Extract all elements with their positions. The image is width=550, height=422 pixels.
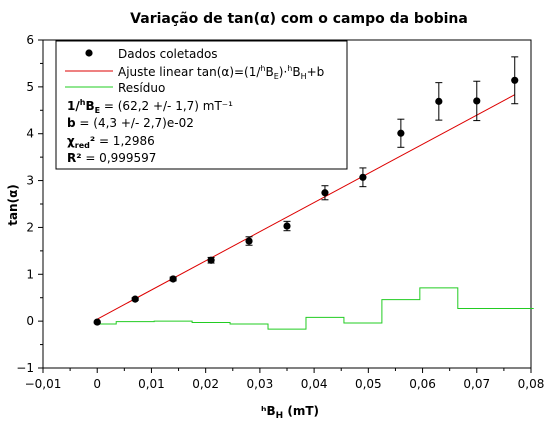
legend: Dados coletados Ajuste linear tan(α)=(1/… bbox=[56, 41, 347, 169]
x-tick-label: 0,02 bbox=[192, 377, 219, 391]
data-point bbox=[170, 275, 177, 282]
residual-series bbox=[97, 288, 533, 329]
data-point bbox=[321, 189, 328, 196]
legend-label-points: Dados coletados bbox=[118, 47, 218, 61]
y-tick-label: 4 bbox=[26, 127, 34, 141]
x-tick-label: 0,03 bbox=[247, 377, 274, 391]
x-tick-label: 0,08 bbox=[518, 377, 545, 391]
y-tick-label: 0 bbox=[26, 314, 34, 328]
x-tick-label: 0 bbox=[93, 377, 101, 391]
y-tick-label: 1 bbox=[26, 267, 34, 281]
data-point bbox=[94, 318, 101, 325]
data-point bbox=[511, 77, 518, 84]
data-point bbox=[207, 257, 214, 264]
x-tick-label: 0,05 bbox=[355, 377, 382, 391]
data-point bbox=[473, 97, 480, 104]
legend-stat-r2: R² = 0,999597 bbox=[67, 151, 156, 165]
data-point bbox=[132, 296, 139, 303]
legend-label-fit: Ajuste linear tan(α)=(1/hBE)·hBH+b bbox=[118, 64, 324, 81]
x-axis-label: ʰBH (mT) bbox=[261, 404, 319, 421]
x-tick-label: 0,04 bbox=[301, 377, 328, 391]
legend-stat-slope: 1/hBE = (62,2 +/- 1,7) mT⁻¹ bbox=[67, 98, 233, 115]
legend-marker-points bbox=[85, 49, 92, 56]
x-tick-label: −0,01 bbox=[25, 377, 62, 391]
y-axis: −1 0 1 2 3 4 5 6 bbox=[16, 33, 43, 375]
legend-label-residual: Resíduo bbox=[118, 81, 165, 95]
data-point bbox=[397, 130, 404, 137]
chart-title: Variação de tan(α) com o campo da bobina bbox=[130, 11, 468, 27]
y-tick-label: −1 bbox=[16, 361, 34, 375]
x-tick-label: 0,07 bbox=[463, 377, 490, 391]
data-point bbox=[435, 98, 442, 105]
data-point bbox=[283, 222, 290, 229]
x-tick-label: 0,01 bbox=[138, 377, 165, 391]
y-tick-label: 2 bbox=[26, 220, 34, 234]
data-point bbox=[359, 174, 366, 181]
x-axis: −0,01 0 0,01 0,02 0,03 0,04 0,05 0,06 0,07 0,08 bbox=[25, 368, 545, 391]
y-tick-label: 6 bbox=[26, 33, 34, 47]
x-tick-label: 0,06 bbox=[409, 377, 436, 391]
legend-stat-intercept: b = (4,3 +/- 2,7)e-02 bbox=[67, 116, 194, 130]
data-point bbox=[245, 237, 252, 244]
y-tick-label: 3 bbox=[26, 174, 34, 188]
residual-line bbox=[97, 288, 533, 329]
y-tick-label: 5 bbox=[26, 80, 34, 94]
y-axis-label: tan(α) bbox=[6, 184, 20, 226]
